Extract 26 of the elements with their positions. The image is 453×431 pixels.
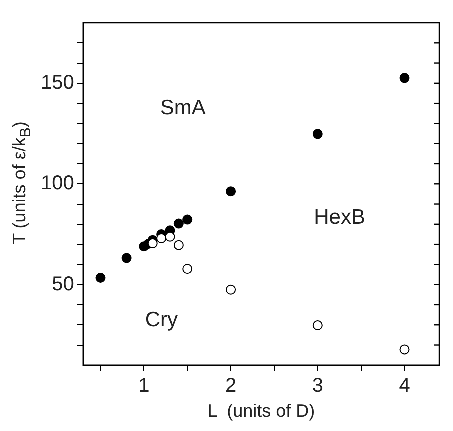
point <box>312 129 323 140</box>
point <box>226 284 236 295</box>
point <box>400 73 410 84</box>
x-tick-label: 1 <box>138 374 150 397</box>
point <box>174 218 184 229</box>
annotation: Cry <box>145 308 179 332</box>
x-tick-label: 4 <box>399 374 410 397</box>
point <box>182 214 193 225</box>
point <box>226 186 236 197</box>
point <box>312 320 323 331</box>
annotation: SmA <box>160 96 206 120</box>
x-tick-label: 2 <box>225 374 237 397</box>
x-tick-label: 3 <box>312 374 324 397</box>
y-tick-label: 50 <box>52 273 74 296</box>
x-axis-title: L (units of D) <box>208 401 316 422</box>
point <box>400 344 410 355</box>
point <box>96 272 106 283</box>
point <box>165 232 176 242</box>
point <box>182 264 193 274</box>
point <box>148 238 158 249</box>
annotation: HexB <box>314 206 366 229</box>
y-tick-label: 150 <box>40 72 74 94</box>
y-tick-label: 100 <box>40 172 74 195</box>
point <box>156 234 167 244</box>
point <box>122 253 132 264</box>
point <box>174 240 184 250</box>
